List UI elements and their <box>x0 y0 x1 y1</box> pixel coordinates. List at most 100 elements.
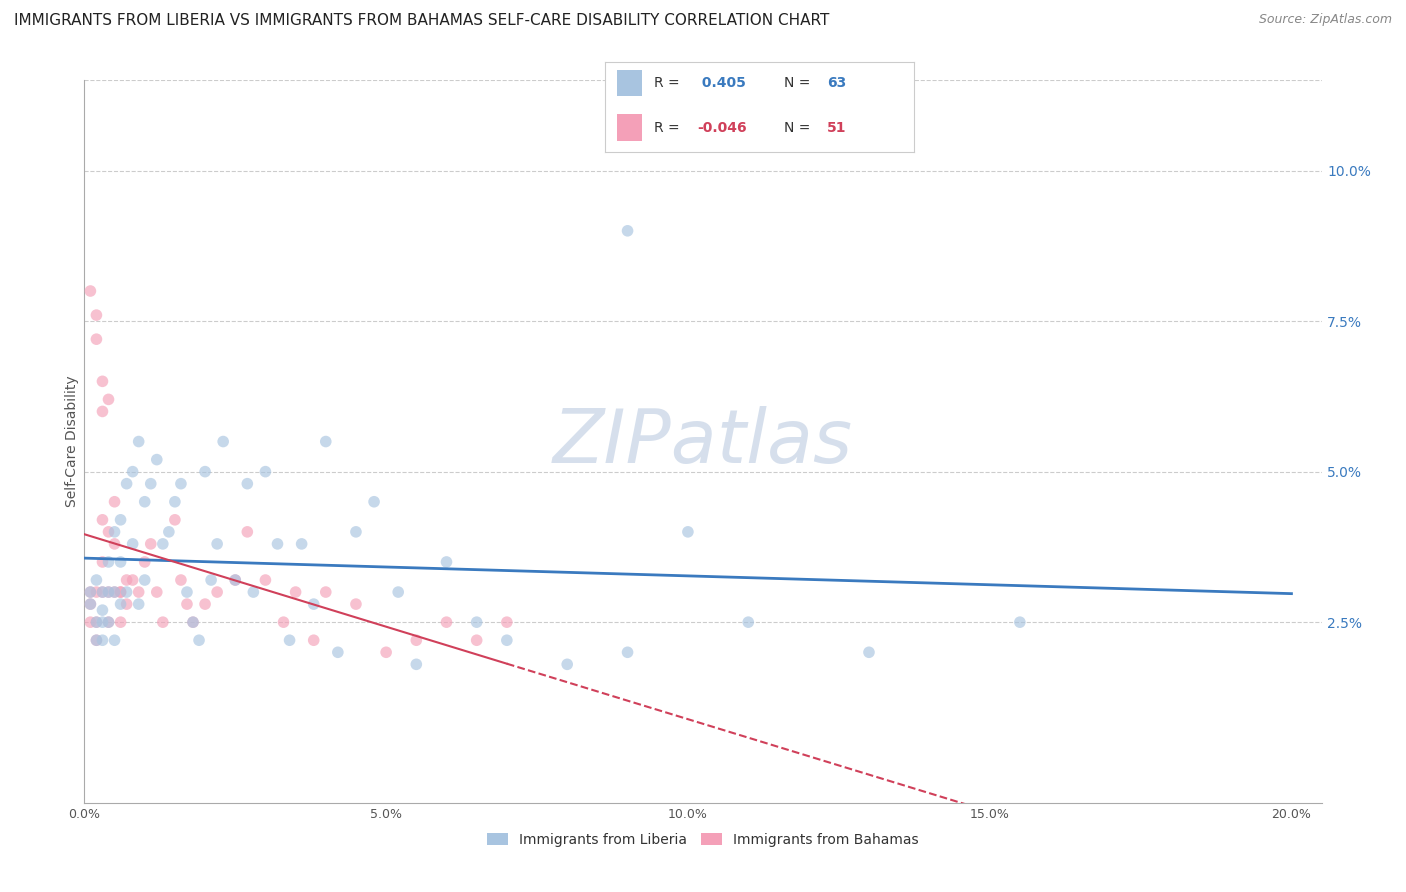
Point <box>436 615 458 630</box>
Point <box>97 392 120 407</box>
Point <box>146 452 169 467</box>
Point <box>79 597 101 611</box>
Point <box>128 434 150 449</box>
Point <box>97 615 120 630</box>
Point <box>212 434 235 449</box>
Point <box>115 476 138 491</box>
Point <box>86 633 108 648</box>
Point <box>224 573 246 587</box>
Point <box>86 615 108 630</box>
Point <box>495 633 517 648</box>
Point <box>91 513 114 527</box>
Point <box>139 476 162 491</box>
Point <box>86 633 108 648</box>
Point <box>134 573 156 587</box>
Point <box>405 657 427 672</box>
Point <box>224 573 246 587</box>
Point <box>170 476 193 491</box>
Point <box>86 615 108 630</box>
Point <box>157 524 180 539</box>
Point <box>103 524 125 539</box>
Text: Source: ZipAtlas.com: Source: ZipAtlas.com <box>1258 13 1392 27</box>
Bar <box>617 70 641 96</box>
Point <box>79 585 101 599</box>
Point <box>97 555 120 569</box>
Point <box>103 494 125 508</box>
Point <box>79 615 101 630</box>
Point <box>363 494 385 508</box>
Point <box>86 308 108 322</box>
Point <box>121 573 143 587</box>
Point <box>205 537 228 551</box>
Point <box>254 573 277 587</box>
Point <box>110 513 132 527</box>
Point <box>103 585 125 599</box>
Text: N =: N = <box>785 120 814 135</box>
Point <box>97 615 120 630</box>
Point <box>436 555 458 569</box>
Point <box>91 603 114 617</box>
Point <box>152 537 174 551</box>
Text: 0.405: 0.405 <box>697 76 747 90</box>
Point <box>79 597 101 611</box>
Point <box>1008 615 1031 630</box>
Point <box>163 494 186 508</box>
Point <box>278 633 301 648</box>
Point <box>115 597 138 611</box>
Point <box>97 585 120 599</box>
Point <box>344 597 367 611</box>
Point <box>134 555 156 569</box>
Point <box>103 585 125 599</box>
Point <box>205 585 228 599</box>
Text: R =: R = <box>654 76 685 90</box>
Point <box>495 615 517 630</box>
Point <box>91 404 114 418</box>
Point <box>405 633 427 648</box>
Point <box>236 476 259 491</box>
Point <box>273 615 295 630</box>
Point <box>188 633 211 648</box>
Point <box>194 597 217 611</box>
Point <box>79 284 101 298</box>
Point <box>200 573 222 587</box>
Point <box>86 573 108 587</box>
Point <box>91 585 114 599</box>
Point <box>91 633 114 648</box>
Point <box>315 434 337 449</box>
Point <box>181 615 204 630</box>
Point <box>254 465 277 479</box>
Point <box>128 597 150 611</box>
Point <box>110 597 132 611</box>
Point <box>302 597 325 611</box>
Point <box>86 585 108 599</box>
Text: 63: 63 <box>827 76 846 90</box>
Text: IMMIGRANTS FROM LIBERIA VS IMMIGRANTS FROM BAHAMAS SELF-CARE DISABILITY CORRELAT: IMMIGRANTS FROM LIBERIA VS IMMIGRANTS FR… <box>14 13 830 29</box>
Point <box>465 633 488 648</box>
Point <box>97 585 120 599</box>
Point <box>134 494 156 508</box>
Point <box>115 585 138 599</box>
Text: 51: 51 <box>827 120 846 135</box>
Text: N =: N = <box>785 76 814 90</box>
Point <box>676 524 699 539</box>
Point <box>121 465 143 479</box>
Point <box>91 555 114 569</box>
Point <box>315 585 337 599</box>
Point <box>103 537 125 551</box>
Point <box>555 657 578 672</box>
Point <box>110 585 132 599</box>
Bar <box>617 114 641 141</box>
Point <box>737 615 759 630</box>
Point <box>121 537 143 551</box>
Point <box>616 645 638 659</box>
Point <box>79 585 101 599</box>
Point <box>344 524 367 539</box>
Point <box>128 585 150 599</box>
Text: ZIPatlas: ZIPatlas <box>553 406 853 477</box>
Y-axis label: Self-Care Disability: Self-Care Disability <box>65 376 79 508</box>
Point <box>266 537 288 551</box>
Point <box>181 615 204 630</box>
Text: R =: R = <box>654 120 685 135</box>
Point <box>465 615 488 630</box>
Point <box>236 524 259 539</box>
